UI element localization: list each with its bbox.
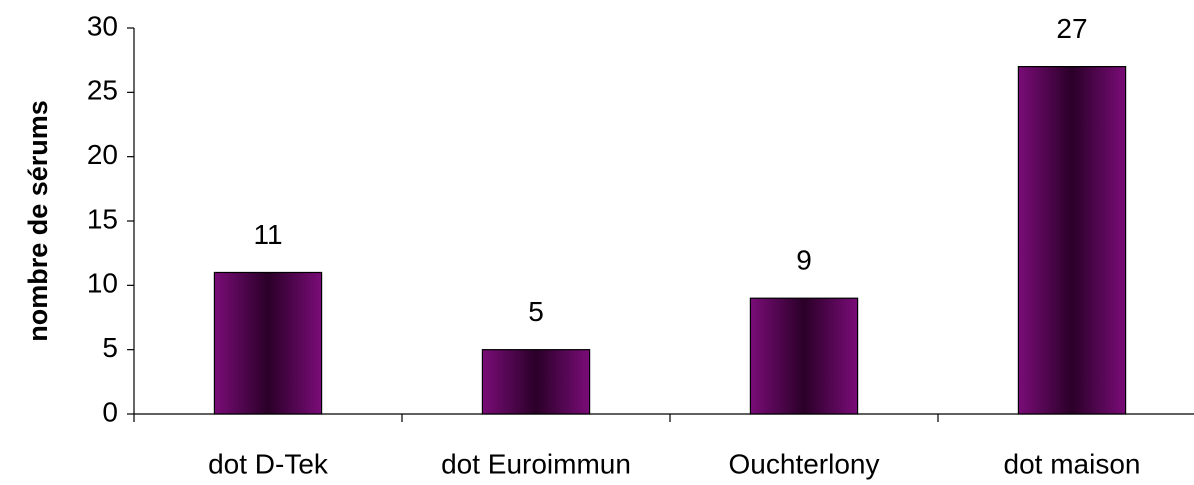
y-axis-label: nombre de sérums bbox=[23, 100, 53, 342]
value-label: 11 bbox=[253, 219, 282, 250]
value-label: 27 bbox=[1056, 13, 1087, 44]
y-tick-label: 10 bbox=[87, 268, 118, 299]
bar bbox=[213, 271, 323, 415]
value-label: 9 bbox=[796, 245, 812, 276]
x-tick-label: dot Euroimmun bbox=[441, 448, 631, 479]
bar bbox=[1017, 65, 1127, 415]
x-tick-label: dot maison bbox=[1004, 448, 1141, 479]
y-tick-label: 15 bbox=[87, 203, 118, 234]
y-tick-label: 0 bbox=[102, 396, 118, 427]
y-tick-label: 20 bbox=[87, 139, 118, 170]
y-tick-label: 30 bbox=[87, 10, 118, 41]
y-tick-label: 25 bbox=[87, 75, 118, 106]
bar bbox=[749, 297, 859, 415]
value-label: 5 bbox=[528, 296, 544, 327]
bar bbox=[481, 349, 591, 415]
x-tick-label: Ouchterlony bbox=[729, 448, 880, 479]
x-tick-label: dot D-Tek bbox=[208, 448, 329, 479]
y-tick-label: 5 bbox=[102, 332, 118, 363]
